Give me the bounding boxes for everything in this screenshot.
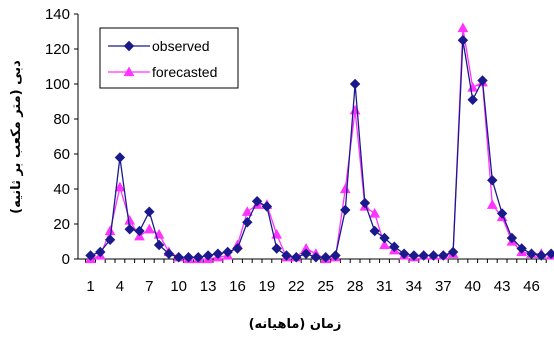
y-tick-label: 20 [53,216,70,233]
point-observed [300,248,312,259]
point-observed [104,234,116,245]
y-tick-label: 40 [53,181,70,198]
point-forecasted [114,181,126,192]
point-observed [457,35,469,46]
point-observed [340,204,351,216]
point-forecasted [339,183,351,194]
x-tick-label: 4 [116,278,124,295]
point-observed [193,252,204,263]
point-observed [379,232,390,244]
legend-marker-forecasted [123,66,135,77]
point-forecasted [124,214,136,225]
point-observed [320,252,331,263]
x-tick-label: 40 [464,278,481,295]
y-tick-label: 60 [53,146,70,163]
legend-box [99,27,239,89]
y-tick-label: 140 [45,6,70,23]
point-observed [369,225,380,237]
point-observed [232,243,243,254]
point-observed [95,246,106,258]
point-forecasted [457,22,469,33]
x-tick-label: 28 [347,278,364,295]
x-tick-label: 46 [523,278,540,295]
y-tick-label: 0 [62,251,70,268]
point-observed [349,78,361,90]
point-forecasted [104,225,116,236]
point-observed [398,248,410,259]
x-tick-label: 16 [229,278,246,295]
point-observed [281,250,292,261]
point-observed [428,250,439,261]
series-layer [85,22,554,264]
point-observed [251,196,263,207]
x-tick-label: 43 [494,278,511,295]
point-observed [545,248,554,259]
x-tick-label: 34 [406,278,423,295]
point-observed [359,197,371,209]
point-observed [222,246,233,258]
legend-label-observed: observed [152,38,210,54]
series-observed [85,35,554,263]
x-tick-label: 25 [317,278,334,295]
y-axis-title: دبی (متر مکعب بر ثانیه) [9,60,24,214]
legend-label-forecasted: forecasted [152,64,217,80]
point-observed [467,94,478,105]
x-ticks: 1 4 7 10 13 16 19 22 25 28 31 34 37 40 43 46 [85,259,547,295]
point-observed [202,250,214,261]
x-tick-label: 19 [259,278,276,295]
point-observed [477,75,488,86]
x-tick-label: 37 [435,278,452,295]
point-observed [124,224,135,235]
point-observed [144,206,155,217]
point-observed [526,248,537,259]
point-observed [261,201,273,212]
legend-marker-observed [123,40,135,52]
y-tick-label: 100 [45,76,70,93]
point-forecasted [143,223,155,234]
point-forecasted [486,199,498,209]
point-observed [242,217,253,228]
x-tick-label: 10 [170,278,187,295]
point-observed [438,250,449,261]
point-observed [506,232,518,244]
legend-items: observed forecasted [108,38,217,80]
point-observed [310,252,322,263]
x-tick-label: 1 [86,278,94,295]
point-observed [114,152,126,163]
point-forecasted [241,206,253,216]
x-tick-label: 31 [376,278,393,295]
point-observed [271,243,282,254]
point-observed [447,246,459,258]
point-forecasted [379,239,390,250]
y-tick-label: 80 [53,111,70,128]
point-observed [153,239,165,251]
point-observed [291,252,302,263]
point-observed [212,248,224,259]
point-observed [389,241,400,252]
x-tick-label: 13 [200,278,217,295]
y-ticks: 0 20 40 60 80 100 120 140 [45,6,78,268]
point-observed [85,250,96,261]
point-observed [536,250,547,261]
point-observed [163,248,175,259]
point-forecasted [349,104,361,115]
point-observed [418,250,429,261]
point-observed [134,225,145,237]
x-axis-title: زمان (ماهیانه) [249,317,342,332]
point-observed [183,252,194,263]
point-observed [173,252,184,263]
legend: observed forecasted [99,27,239,89]
point-observed [487,175,498,186]
point-forecasted [369,207,381,218]
point-observed [496,208,508,219]
x-tick-label: 22 [288,278,305,295]
point-observed [330,250,341,261]
x-tick-label: 7 [145,278,153,295]
point-observed [516,243,527,254]
y-tick-label: 120 [45,41,70,58]
point-observed [408,250,420,261]
